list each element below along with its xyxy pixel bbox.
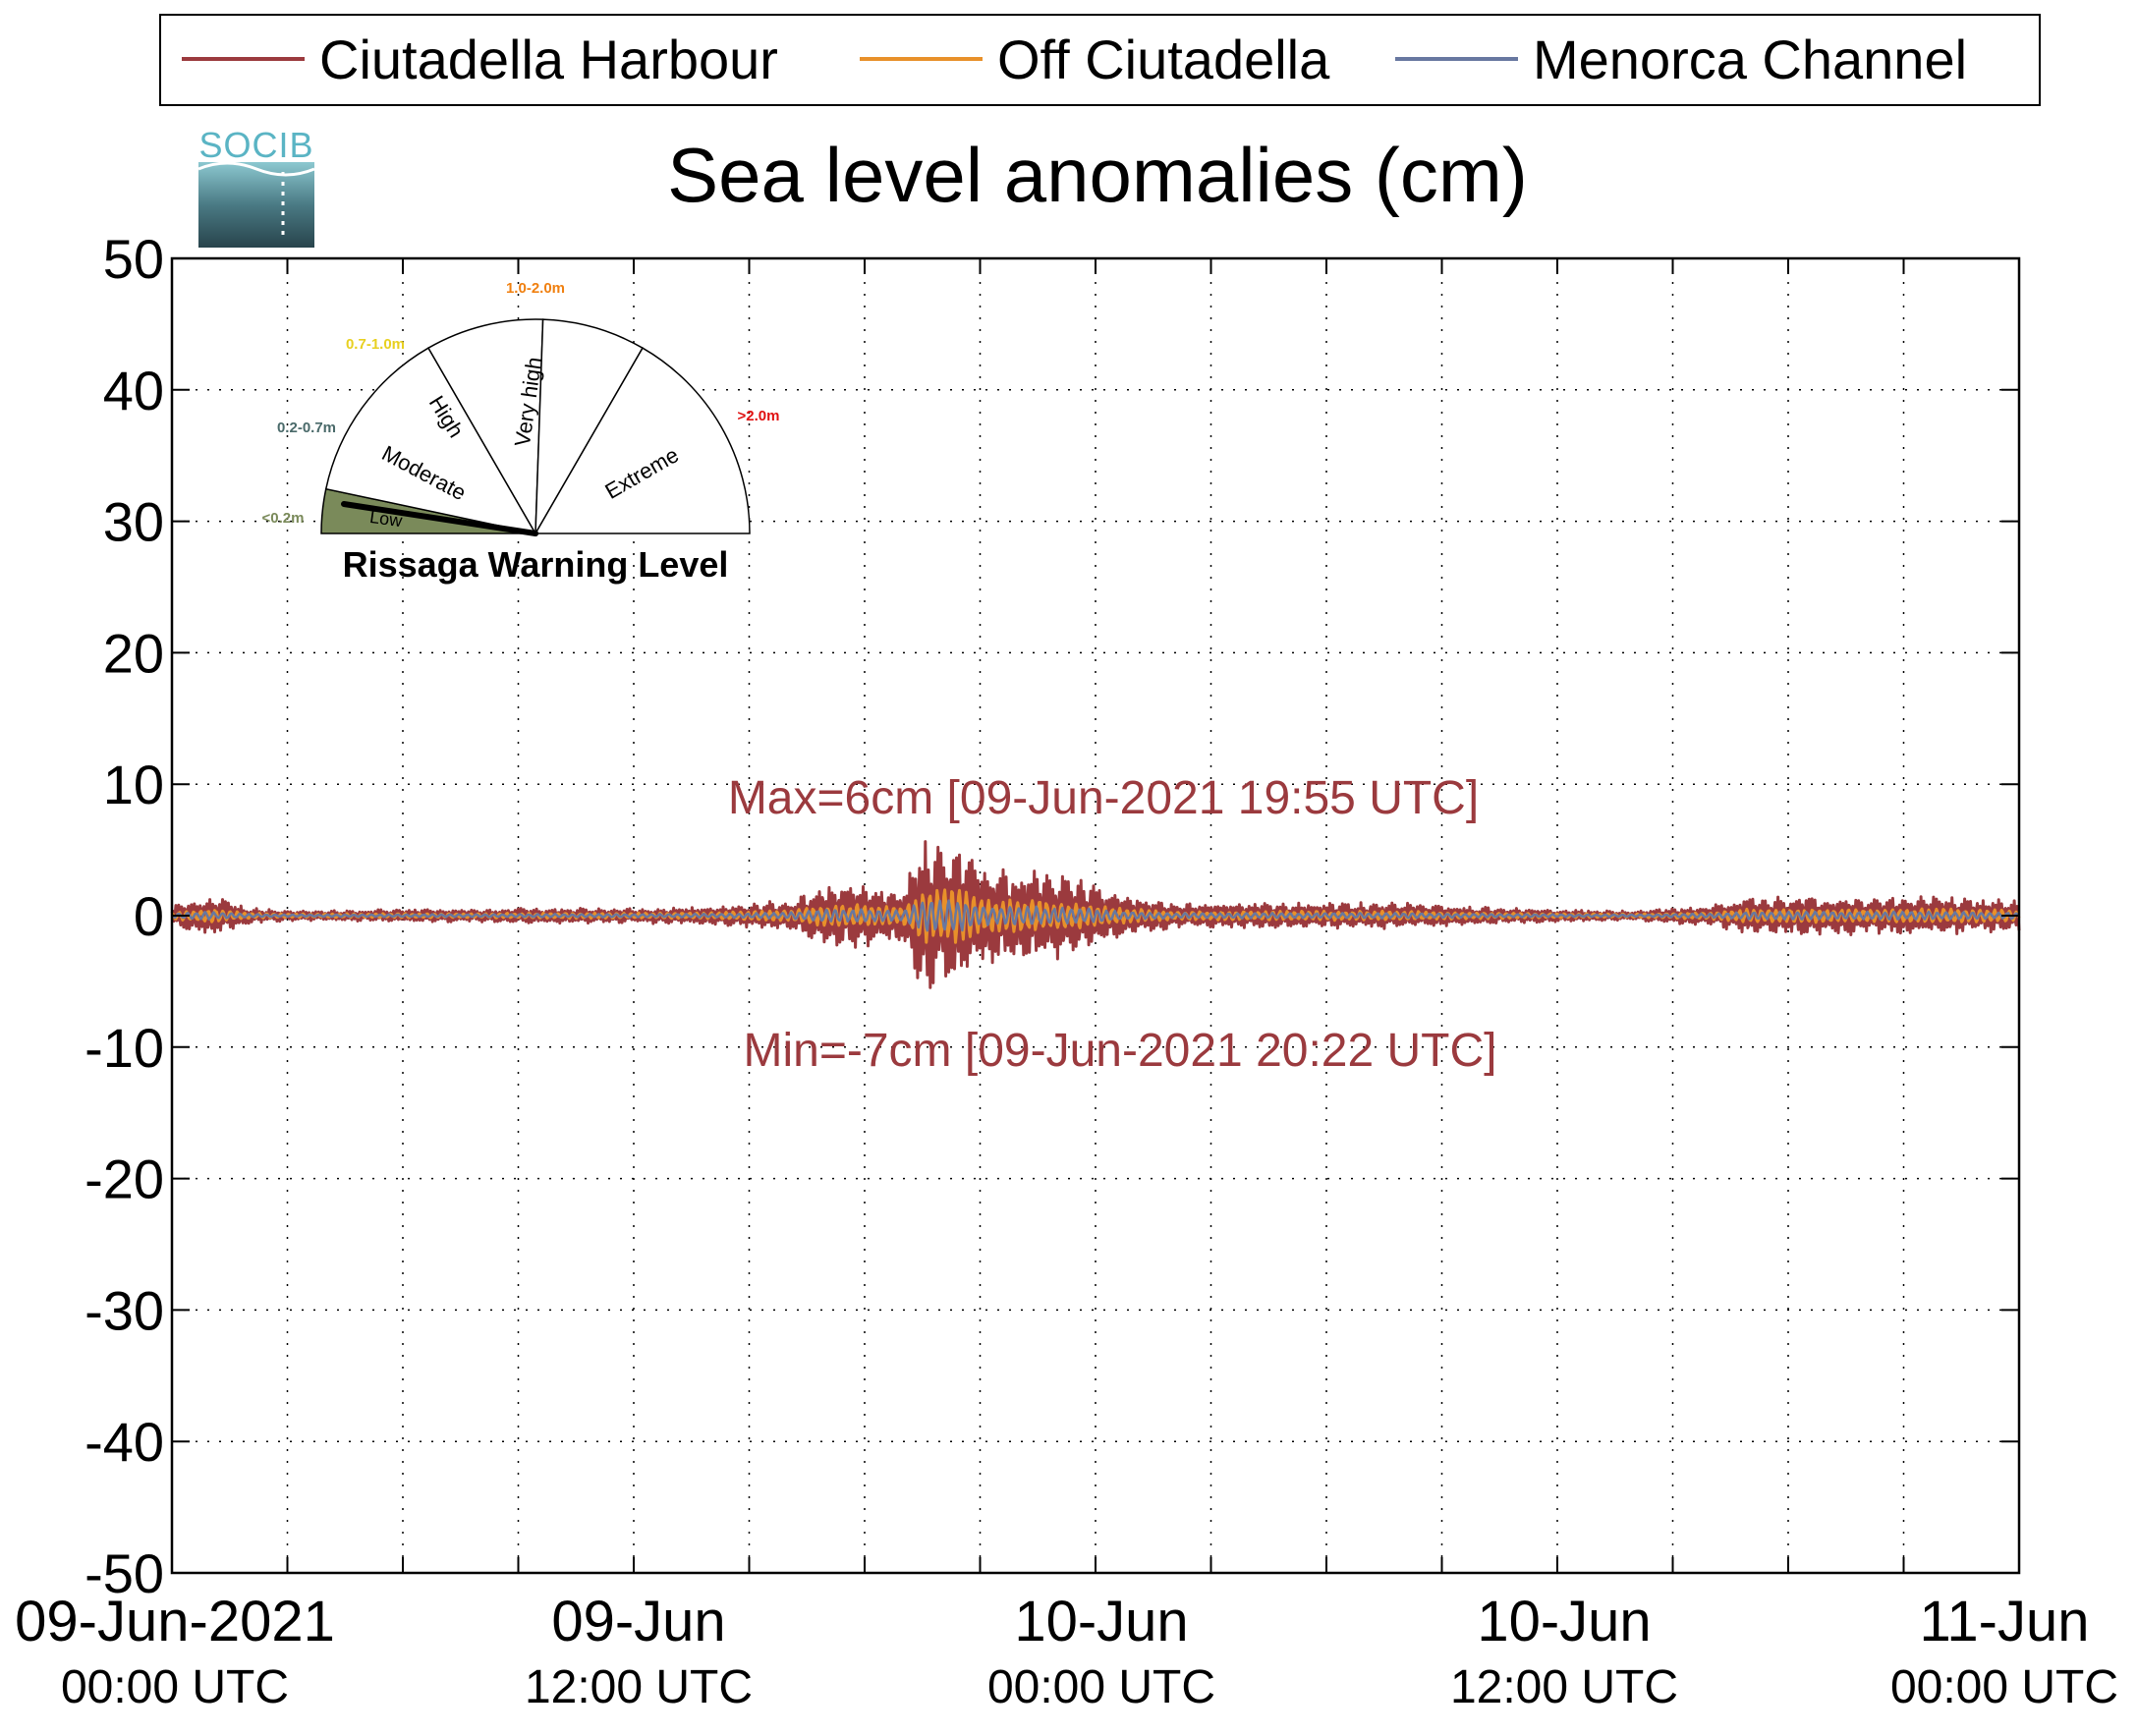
gauge-range-label: >2.0m bbox=[738, 408, 780, 424]
x-axis: 09-Jun-2021 00:00 UTC 09-Jun 12:00 UTC 10-Ju… bbox=[15, 258, 2118, 1713]
x-tick-label-time: 00:00 UTC bbox=[61, 1661, 289, 1713]
y-tick-label: 20 bbox=[103, 622, 164, 684]
socib-logo: SOCIB bbox=[197, 125, 315, 248]
x-tick-label-time: 12:00 UTC bbox=[525, 1661, 753, 1713]
y-tick-label: 50 bbox=[103, 228, 164, 290]
chart-title: Sea level anomalies (cm) bbox=[667, 132, 1528, 218]
gauge-range-label: 0.2-0.7m bbox=[277, 420, 336, 436]
gauge-range-label: 0.7-1.0m bbox=[346, 336, 405, 353]
y-tick-label: -40 bbox=[84, 1411, 164, 1473]
y-tick-label: -20 bbox=[84, 1148, 164, 1210]
y-tick-label: 40 bbox=[103, 360, 164, 421]
gauge-range-label: <0.2m bbox=[262, 510, 305, 527]
gauge-needle bbox=[341, 501, 538, 536]
gauge-sector-high bbox=[426, 318, 544, 536]
min-annotation: Min=-7cm [09-Jun-2021 20:22 UTC] bbox=[743, 1025, 1496, 1077]
gauge-sector-moderate bbox=[324, 347, 537, 535]
y-axis: 50 40 30 20 10 0 -10 -20 -30 -40 -50 bbox=[84, 228, 2019, 1604]
gauge-sector-very-high bbox=[534, 318, 645, 534]
y-tick-label: -50 bbox=[84, 1542, 164, 1604]
x-tick-label-time: 12:00 UTC bbox=[1450, 1661, 1678, 1713]
y-tick-label: -10 bbox=[84, 1017, 164, 1079]
x-tick-label-date: 11-Jun bbox=[1919, 1590, 2089, 1653]
x-tick-label-time: 00:00 UTC bbox=[1890, 1661, 2118, 1713]
x-tick-label-date: 09-Jun-2021 bbox=[15, 1590, 335, 1653]
gauge-sector-extreme bbox=[534, 347, 751, 534]
x-tick-label-date: 10-Jun bbox=[1477, 1590, 1651, 1653]
x-tick-label-date: 09-Jun bbox=[551, 1590, 725, 1653]
y-tick-label: 30 bbox=[103, 491, 164, 553]
gauge-range-label: 1.0-2.0m bbox=[506, 280, 565, 297]
gauge-title: Rissaga Warning Level bbox=[343, 544, 729, 585]
legend-label-menorca-channel: Menorca Channel bbox=[1533, 28, 1967, 90]
x-tick-label-date: 10-Jun bbox=[1014, 1590, 1188, 1653]
x-tick-label-time: 00:00 UTC bbox=[987, 1661, 1215, 1713]
y-tick-label: 10 bbox=[103, 754, 164, 815]
legend-label-ciutadella-harbour: Ciutadella Harbour bbox=[319, 28, 778, 90]
gauge-hub bbox=[533, 531, 538, 536]
series-layer bbox=[170, 840, 2021, 989]
max-annotation: Max=6cm [09-Jun-2021 19:55 UTC] bbox=[728, 772, 1479, 824]
legend-label-off-ciutadella: Off Ciutadella bbox=[997, 28, 1330, 90]
logo-text: SOCIB bbox=[198, 125, 313, 165]
y-tick-label: 0 bbox=[134, 885, 164, 947]
series-line-menorca-channel bbox=[171, 899, 2021, 932]
legend: Ciutadella Harbour Off Ciutadella Menorc… bbox=[159, 14, 2041, 106]
y-tick-label: -30 bbox=[84, 1279, 164, 1341]
